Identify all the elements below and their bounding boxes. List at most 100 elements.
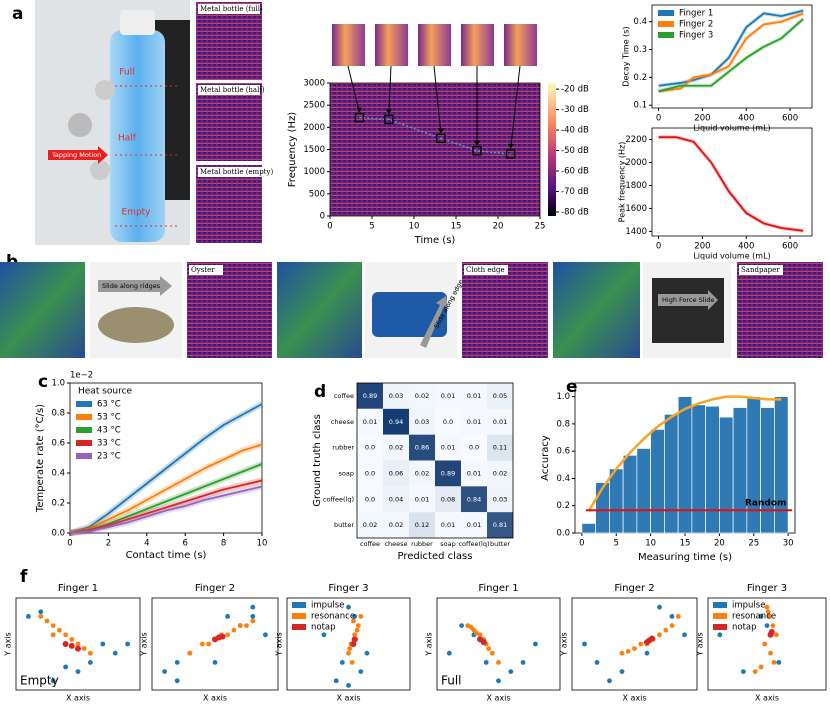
x-axis-label: X axis xyxy=(336,694,360,703)
y-tick-label: 0 xyxy=(320,212,325,222)
spectrogram-image xyxy=(196,83,262,161)
matrix-cell xyxy=(383,408,409,435)
x-axis-label: Contact time (s) xyxy=(126,550,207,561)
column-label: butter xyxy=(490,540,510,548)
point xyxy=(50,632,56,638)
y-tick-label: 0.4 xyxy=(556,474,570,484)
y-axis-label: Y axis xyxy=(275,632,284,656)
point xyxy=(50,623,56,628)
point xyxy=(250,604,256,610)
plot-frame xyxy=(651,127,813,237)
x-tick-label: 20 xyxy=(714,539,725,549)
y-axis-label: Frequency (Hz) xyxy=(287,112,298,188)
point xyxy=(231,627,237,633)
x-tick-label: 10 xyxy=(645,539,656,549)
point xyxy=(776,660,782,665)
matrix-cell xyxy=(357,408,383,435)
x-axis-label: Measuring time (s) xyxy=(638,552,732,563)
x-axis-label: Predicted class xyxy=(398,551,473,562)
panel-labels: a b c d e f xyxy=(6,4,578,587)
cell-label: 0.01 xyxy=(441,521,455,529)
x-axis-label: Time (s) xyxy=(414,235,456,246)
matrix-cell xyxy=(435,512,461,538)
y-tick-label: 1800 xyxy=(625,181,647,191)
column-label: coffee xyxy=(360,540,380,548)
point xyxy=(44,618,50,624)
chart-title: Finger 1 xyxy=(58,583,98,594)
legend-label: 63 °C xyxy=(97,400,121,410)
chart-title: Finger 3 xyxy=(328,583,368,594)
thumbnail-arrow xyxy=(347,65,360,113)
point xyxy=(68,642,75,649)
colorbar xyxy=(548,83,556,216)
point xyxy=(496,660,501,665)
legend-swatch xyxy=(713,613,727,619)
cell-label: 0.01 xyxy=(441,392,455,400)
legend-label: Finger 2 xyxy=(679,20,713,30)
y-tick-label: 2000 xyxy=(303,123,325,133)
point xyxy=(770,623,776,628)
point xyxy=(752,669,758,674)
matrix-cell xyxy=(409,434,435,461)
cell-label: 0.0 xyxy=(365,444,375,452)
line xyxy=(69,403,263,534)
point xyxy=(352,614,358,619)
peak-marker xyxy=(384,114,394,125)
cell-label: 0.12 xyxy=(415,521,429,529)
tactile-image xyxy=(553,262,640,358)
action-arrow xyxy=(98,276,172,296)
x-tick-label: 400 xyxy=(738,242,754,252)
cell-label: 0.01 xyxy=(467,418,481,426)
legend-label: 23 °C xyxy=(97,452,121,462)
point xyxy=(75,641,81,647)
point xyxy=(125,641,130,647)
bottle-spectrograms: Metal bottle (full) Metal bottle (half) … xyxy=(196,2,273,243)
legend-swatch xyxy=(76,453,92,459)
bar xyxy=(609,468,624,534)
point xyxy=(351,618,356,624)
point xyxy=(75,669,81,674)
x-tick-label: 25 xyxy=(535,222,546,232)
point xyxy=(358,669,364,674)
legend-swatch xyxy=(292,624,306,630)
matrix-cell xyxy=(435,434,461,461)
x-tick-label: 5 xyxy=(369,222,374,232)
caption-box xyxy=(739,265,783,275)
cell-label: 0.04 xyxy=(389,495,403,503)
y-tick-label: 500 xyxy=(309,189,325,199)
arrow-head xyxy=(507,143,514,149)
panel-label: f xyxy=(20,567,28,587)
matrix-cell xyxy=(487,486,513,513)
point xyxy=(38,609,44,615)
spectrogram-image xyxy=(196,2,262,80)
point xyxy=(480,639,487,646)
line xyxy=(658,18,804,93)
cell-label: 0.02 xyxy=(493,469,507,477)
point xyxy=(669,614,675,619)
y-tick-label: 0.4 xyxy=(51,469,65,479)
point xyxy=(354,627,360,633)
point xyxy=(57,627,62,633)
spectrogram-image xyxy=(462,262,548,358)
cell-label: 0.84 xyxy=(467,495,481,503)
bar xyxy=(581,523,596,534)
point xyxy=(766,614,772,619)
x-tick-label: 200 xyxy=(694,242,710,252)
cell-label: 0.03 xyxy=(415,418,429,426)
point xyxy=(69,637,75,642)
point xyxy=(675,614,681,619)
column-label: coffee(lq) xyxy=(458,540,489,548)
point xyxy=(764,604,770,610)
point xyxy=(349,660,355,665)
cell-label: 0.02 xyxy=(389,521,403,529)
cell-label: 0.0 xyxy=(365,495,375,503)
legend-label: resonance xyxy=(311,612,355,622)
point xyxy=(225,614,231,619)
legend-swatch xyxy=(76,414,92,420)
y-tick-label: 0.2 xyxy=(51,499,65,509)
x-tick-label: 200 xyxy=(694,114,710,124)
x-tick-label: 15 xyxy=(451,222,462,232)
legend-label: notap xyxy=(732,623,757,633)
x-tick-label: 30 xyxy=(783,539,794,549)
matrix-cell xyxy=(409,512,435,538)
